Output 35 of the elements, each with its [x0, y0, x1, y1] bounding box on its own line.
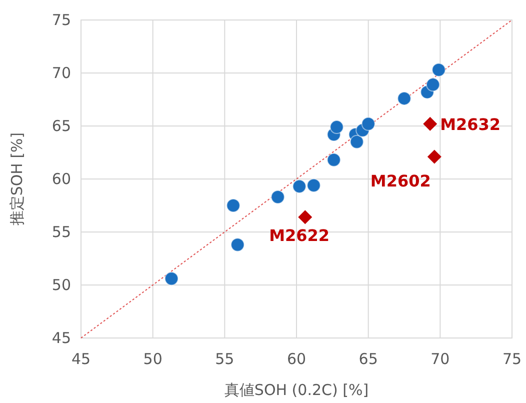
point: [164, 272, 179, 286]
point: [298, 210, 312, 224]
x-tick-label: 50: [143, 350, 162, 368]
point: [423, 116, 438, 131]
x-tick-label: 70: [430, 350, 450, 368]
y-axis-title: 推定SOH [%]: [8, 132, 26, 226]
x-axis-title: 真値SOH (0.2C) [%]: [224, 381, 369, 399]
y-tick-label: 50: [52, 276, 71, 294]
point: [326, 152, 341, 167]
x-tick-label: 55: [215, 350, 234, 368]
annotation: M2632: [440, 114, 501, 134]
y-tick-label: 60: [52, 170, 71, 188]
y-tick-label: 45: [52, 329, 71, 347]
point: [292, 179, 306, 194]
point: [230, 238, 245, 252]
y-tick-label: 65: [52, 117, 71, 135]
point: [350, 134, 364, 149]
annotation: M2622: [269, 226, 330, 246]
point: [397, 91, 412, 106]
point: [330, 120, 344, 134]
point: [306, 178, 321, 192]
x-tick-label: 45: [71, 350, 91, 368]
point: [361, 116, 376, 131]
y-tick-label: 55: [52, 223, 71, 241]
x-tick-label: 65: [358, 350, 378, 368]
point: [432, 62, 446, 77]
x-tick-label: 75: [502, 350, 522, 368]
annotation: M2602: [370, 172, 431, 191]
x-tick-label: 60: [286, 350, 306, 368]
point: [426, 78, 440, 92]
y-tick-label: 70: [52, 64, 71, 82]
y-tick-label: 75: [52, 11, 71, 29]
point: [427, 150, 442, 164]
point: [226, 198, 240, 212]
point: [270, 190, 285, 204]
